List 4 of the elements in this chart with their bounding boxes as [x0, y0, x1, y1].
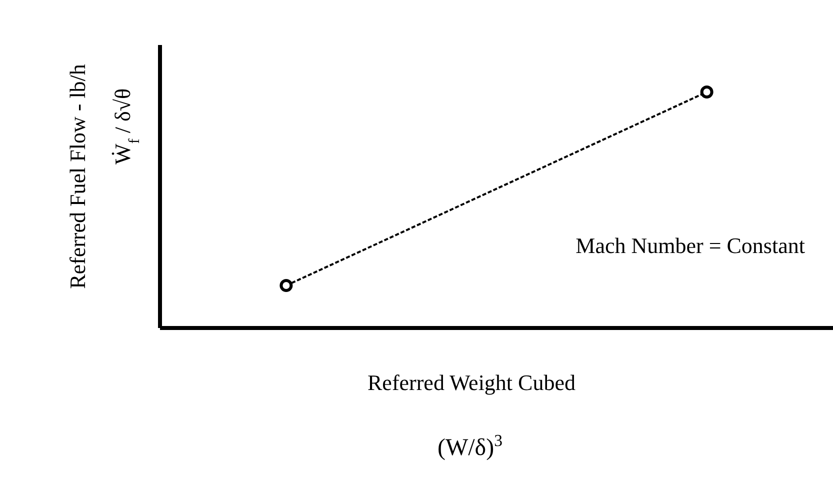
annotation: Mach Number = Constant: [576, 233, 805, 258]
y-axis-title: Referred Fuel Flow - lb/h: [65, 64, 90, 289]
text: (W/δ)$^{3}$: [437, 430, 503, 461]
x-axis-title: Referred Weight Cubed: [368, 370, 576, 395]
